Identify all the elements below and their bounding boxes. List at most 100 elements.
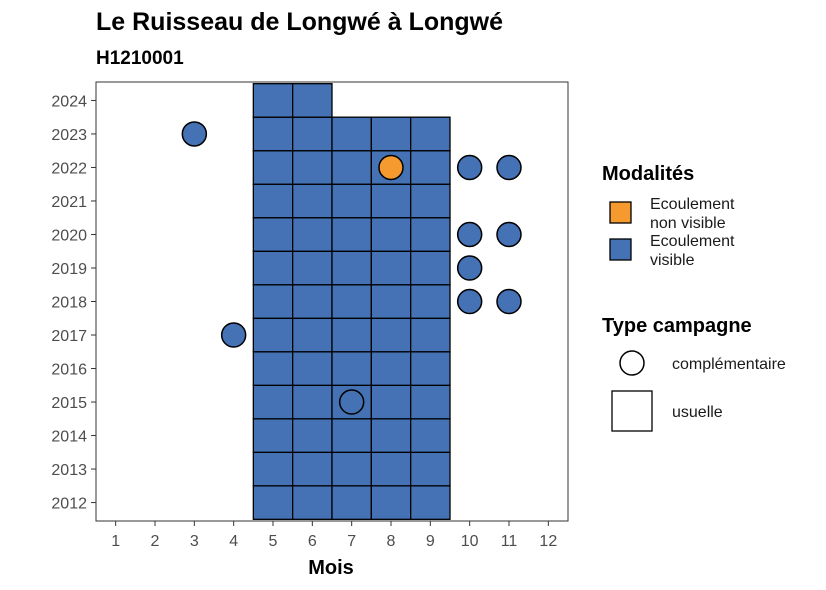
tile-usuelle-2019-5 [252, 250, 294, 286]
tile-usuelle-2022-5 [252, 150, 294, 185]
legend-type-campagne: Type campagne complémentaire usuelle [602, 315, 786, 432]
tile-usuelle-2015-9 [410, 384, 451, 420]
y-tick-label-2019: 2019 [51, 261, 87, 278]
tile-usuelle-2022-6 [292, 150, 333, 185]
legend-label-line: non visible [650, 215, 726, 232]
tile-usuelle-2014-5 [252, 418, 294, 453]
tile-usuelle-2021-8 [370, 183, 412, 219]
x-tick-label-10: 10 [461, 533, 479, 550]
tile-usuelle-2012-6 [292, 485, 333, 520]
tile-usuelle-2013-7 [331, 451, 372, 487]
x-tick-label-4: 4 [229, 533, 238, 550]
tile-usuelle-2021-5 [252, 183, 294, 219]
point-complementaire-2022-8 [378, 154, 404, 181]
tile-usuelle-2013-6 [292, 451, 333, 487]
tile-usuelle-2013-5 [252, 451, 294, 487]
point-complementaire-2019-10 [456, 255, 483, 281]
tile-usuelle-2016-9 [410, 351, 451, 386]
tile-usuelle-2023-7 [331, 116, 372, 152]
tile-usuelle-2019-7 [331, 250, 372, 286]
x-tick-label-12: 12 [539, 533, 557, 550]
tile-usuelle-2016-8 [370, 351, 412, 386]
legend-label-complementaire: complémentaire [672, 356, 786, 373]
x-tick-label-8: 8 [387, 533, 396, 550]
legend-label-line: Ecoulement [650, 233, 735, 250]
x-tick-label-1: 1 [111, 533, 120, 550]
tile-usuelle-2017-5 [252, 317, 294, 353]
tile-usuelle-2020-9 [410, 217, 451, 252]
legend-key-visible [609, 238, 632, 261]
tile-usuelle-2014-9 [410, 418, 451, 453]
tile-usuelle-2016-7 [331, 351, 372, 386]
tile-usuelle-2018-8 [370, 284, 412, 319]
tile-usuelle-2018-7 [331, 284, 372, 319]
plot-area [95, 81, 569, 522]
point-complementaire-2018-10 [456, 288, 483, 315]
tile-usuelle-2021-7 [331, 183, 372, 219]
tile-usuelle-2021-9 [410, 183, 451, 219]
legend-label-usuelle: usuelle [672, 404, 723, 421]
tile-usuelle-2020-7 [331, 217, 372, 252]
y-tick-label-2014: 2014 [51, 429, 87, 446]
legend-key-circle [619, 350, 645, 376]
tile-usuelle-2013-9 [410, 451, 451, 487]
tile-usuelle-2016-5 [252, 351, 294, 386]
chart-subtitle: H1210001 [96, 48, 184, 69]
legend-label-line: Ecoulement [650, 196, 735, 213]
chart-title: Le Ruisseau de Longwé à Longwé [96, 8, 503, 36]
tile-usuelle-2017-6 [292, 317, 333, 353]
tile-usuelle-2015-8 [370, 384, 412, 420]
legend-type-title: Type campagne [602, 315, 752, 337]
y-tick-label-2012: 2012 [51, 496, 87, 513]
tile-usuelle-2017-8 [370, 317, 412, 353]
tile-usuelle-2014-6 [292, 418, 333, 453]
x-tick-label-7: 7 [347, 533, 356, 550]
tile-usuelle-2018-9 [410, 284, 451, 319]
tile-usuelle-2023-9 [410, 116, 451, 152]
tile-usuelle-2018-6 [292, 284, 333, 319]
tile-usuelle-2014-8 [370, 418, 412, 453]
tile-usuelle-2022-7 [331, 150, 372, 185]
tile-usuelle-2015-5 [252, 384, 294, 420]
tile-usuelle-2022-9 [410, 150, 451, 185]
y-tick-label-2017: 2017 [51, 328, 87, 345]
y-tick-label-2024: 2024 [51, 93, 87, 110]
x-axis: 1 2 3 4 5 6 7 8 9 10 11 12 [111, 521, 557, 550]
tile-usuelle-2012-7 [331, 485, 372, 520]
tile-usuelle-2017-7 [331, 317, 372, 353]
point-complementaire-2020-11 [496, 221, 522, 248]
tile-usuelle-2013-8 [370, 451, 412, 487]
y-tick-label-2021: 2021 [51, 194, 87, 211]
tile-usuelle-2019-8 [370, 250, 412, 286]
y-tick-label-2016: 2016 [51, 362, 87, 379]
point-complementaire-2017-4 [220, 322, 247, 348]
x-tick-label-6: 6 [308, 533, 317, 550]
tile-usuelle-2018-5 [252, 284, 294, 319]
tile-usuelle-2012-8 [370, 485, 412, 520]
tile-usuelle-2020-6 [292, 217, 333, 252]
point-complementaire-2022-11 [496, 154, 522, 181]
legend-modalites-title: Modalités [602, 163, 694, 185]
x-tick-label-3: 3 [190, 533, 199, 550]
tile-usuelle-2012-9 [410, 485, 451, 520]
x-tick-label-5: 5 [269, 533, 278, 550]
x-tick-label-9: 9 [426, 533, 435, 550]
tile-usuelle-2023-6 [292, 116, 333, 152]
point-complementaire-2020-10 [456, 221, 483, 248]
tile-usuelle-2019-6 [292, 250, 333, 286]
legend-key-non-visible [609, 201, 632, 224]
y-tick-label-2015: 2015 [51, 395, 87, 412]
tile-usuelle-2016-6 [292, 351, 333, 386]
y-tick-label-2022: 2022 [51, 160, 87, 177]
y-tick-label-2023: 2023 [51, 127, 87, 144]
tile-usuelle-2024-6 [292, 83, 333, 118]
tile-usuelle-2020-8 [370, 217, 412, 252]
tile-usuelle-2021-6 [292, 183, 333, 219]
x-tick-label-11: 11 [501, 533, 518, 550]
x-tick-label-2: 2 [151, 533, 160, 550]
y-axis: 2012 2013 2014 2015 2016 2017 2018 2019 2020 2021… [51, 93, 96, 513]
tile-usuelle-2012-5 [252, 485, 294, 520]
x-axis-title: Mois [308, 557, 354, 579]
tile-usuelle-2014-7 [331, 418, 372, 453]
